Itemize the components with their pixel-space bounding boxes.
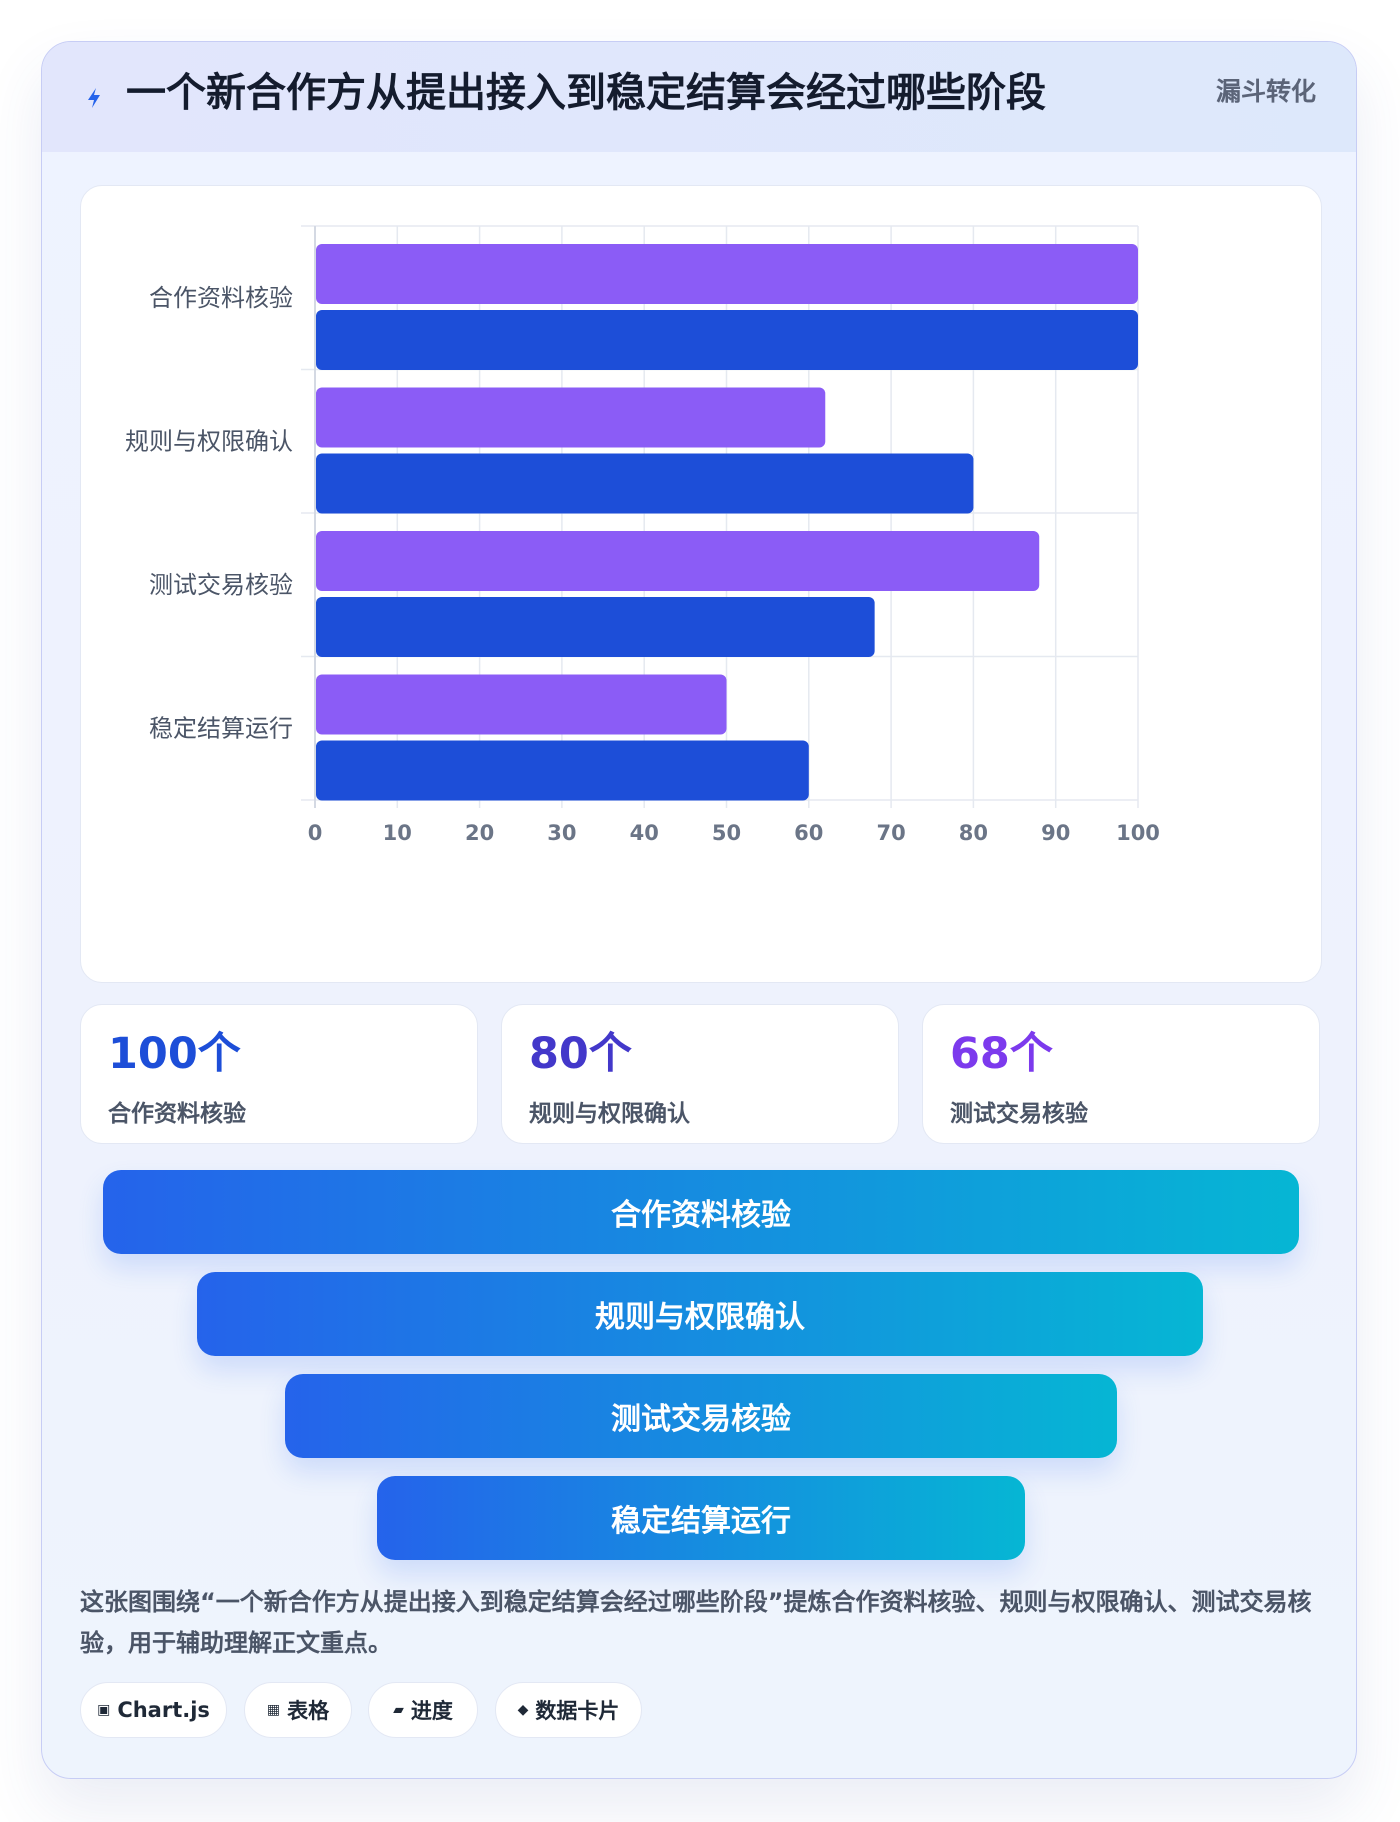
bar-series-a [316,674,727,735]
header: 一个新合作方从提出接入到稳定结算会经过哪些阶段 漏斗转化 [42,42,1356,152]
funnel-stage-2: 规则与权限确认 [197,1272,1203,1356]
stat-card-3: 68个 测试交易核验 [922,1004,1320,1144]
x-tick-label: 0 [308,821,323,845]
stat-label: 规则与权限确认 [529,1101,690,1127]
diamond-icon: ◆ [517,1702,529,1718]
stat-value: 68个 [950,1029,1053,1079]
bar-series-a [316,531,1040,591]
y-category-label: 规则与权限确认 [125,427,293,455]
description: 这张图围绕“一个新合作方从提出接入到稳定结算会经过哪些阶段”提炼合作资料核验、规… [80,1588,1312,1657]
bar-icon: ▰ [393,1702,404,1718]
stat-value: 80个 [529,1029,632,1079]
y-category-label: 稳定结算运行 [149,714,293,742]
chip-label: 表格 [287,1699,330,1723]
chip-row: ▣ Chart.js ▦ 表格 ▰ 进度 ◆ 数据卡片 [80,1682,1320,1738]
funnel-stage-label: 规则与权限确认 [595,1300,805,1335]
funnel-stage-3: 测试交易核验 [285,1374,1117,1458]
chip-table[interactable]: ▦ 表格 [244,1682,352,1738]
funnel-stage-4: 稳定结算运行 [377,1476,1025,1560]
chip-chartjs[interactable]: ▣ Chart.js [80,1682,227,1738]
funnel-stage-label: 稳定结算运行 [611,1504,791,1539]
grid-icon: ▦ [266,1702,281,1718]
x-tick-label: 50 [712,821,741,845]
x-tick-label: 90 [1041,821,1070,845]
lightning-icon [88,88,100,108]
stat-value: 100个 [108,1029,241,1079]
chip-data-card[interactable]: ◆ 数据卡片 [495,1682,642,1738]
bar-series-b [316,740,809,801]
chip-progress[interactable]: ▰ 进度 [368,1682,478,1738]
bar-series-a [316,244,1138,304]
x-tick-label: 70 [876,821,905,845]
stat-card-1: 100个 合作资料核验 [80,1004,478,1144]
page-title: 一个新合作方从提出接入到稳定结算会经过哪些阶段 [126,70,1046,116]
category-tag: 漏斗转化 [1215,77,1316,106]
funnel-stage-label: 合作资料核验 [611,1198,791,1233]
stat-cards: 100个 合作资料核验 80个 规则与权限确认 68个 测试交易核验 [80,1004,1320,1146]
y-category-label: 测试交易核验 [149,571,293,599]
x-tick-label: 30 [547,821,576,845]
chip-label: 数据卡片 [535,1699,620,1723]
bar-series-a [316,387,826,448]
card: 一个新合作方从提出接入到稳定结算会经过哪些阶段 漏斗转化 0 10 20 30 40 50… [41,41,1357,1779]
stat-label: 测试交易核验 [950,1101,1088,1127]
x-tick-label: 40 [630,821,659,845]
bar-series-b [316,310,1138,370]
chart-panel: 0 10 20 30 40 50 60 70 80 90 100 合作资料核验规则与权限确认测试交易核… [80,185,1322,983]
stat-label: 合作资料核验 [108,1101,246,1127]
bar-chart: 0 10 20 30 40 50 60 70 80 90 100 合作资料核验规则与权限确认测试交易核… [125,225,1160,845]
x-tick-label: 10 [383,821,412,845]
square-icon: ▣ [97,1702,111,1718]
x-tick-label: 60 [794,821,823,845]
funnel: 合作资料核验 规则与权限确认 测试交易核验 稳定结算运行 [42,1170,1356,1570]
chip-label: 进度 [410,1699,453,1723]
funnel-stage-1: 合作资料核验 [103,1170,1299,1254]
chip-label: Chart.js [117,1698,210,1722]
stat-card-2: 80个 规则与权限确认 [501,1004,899,1144]
funnel-stage-label: 测试交易核验 [611,1402,791,1437]
x-tick-label: 20 [465,821,494,845]
x-tick-label: 80 [959,821,988,845]
x-tick-label: 100 [1116,821,1160,845]
y-category-label: 合作资料核验 [149,284,293,312]
bar-series-b [316,453,974,514]
bar-series-b [316,597,875,657]
